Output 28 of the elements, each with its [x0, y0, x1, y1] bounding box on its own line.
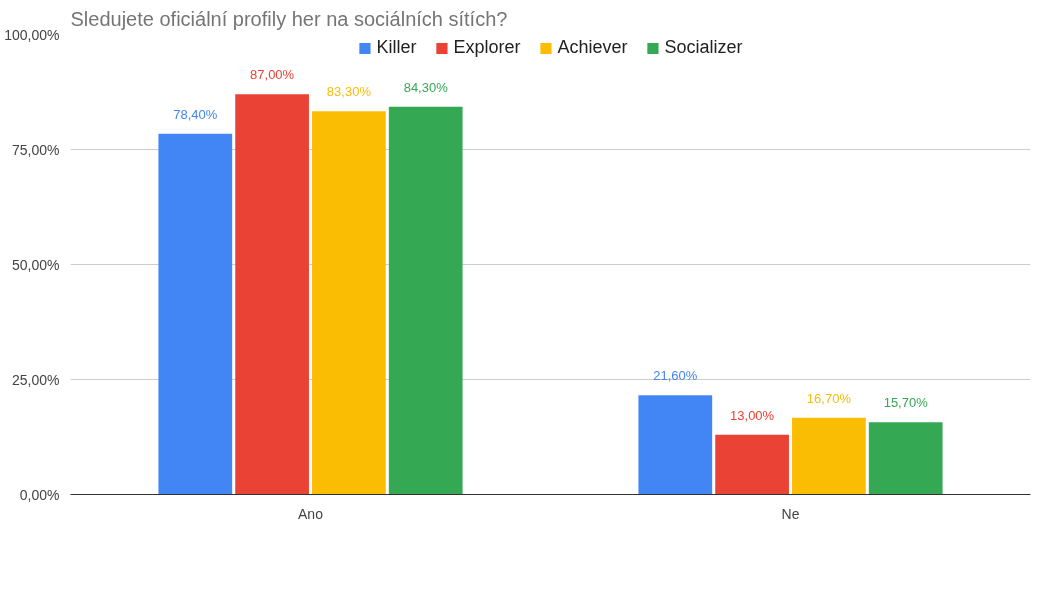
y-tick-label: 0,00%	[19, 486, 60, 503]
data-label: 21,60%	[653, 368, 698, 384]
chart-title: Sledujete oficiální profily her na sociálních sítích?	[70, 7, 508, 30]
y-tick-label: 100,00%	[4, 26, 60, 43]
bar	[715, 434, 789, 495]
y-tick-label: 75,00%	[12, 141, 60, 158]
legend-label: Killer	[376, 37, 417, 58]
bar	[868, 422, 943, 495]
legend-label: Achiever	[557, 37, 628, 58]
bar	[235, 94, 309, 495]
data-label: 13,00%	[730, 407, 775, 423]
x-tick-label: Ano	[298, 505, 324, 522]
data-label: 87,00%	[250, 67, 295, 83]
y-tick-label: 50,00%	[12, 256, 60, 273]
data-label: 83,30%	[326, 84, 372, 100]
bar	[638, 395, 713, 495]
data-label: 78,40%	[173, 106, 218, 122]
bar	[158, 133, 233, 495]
data-label: 84,30%	[403, 79, 449, 95]
data-label: 15,70%	[883, 395, 929, 411]
bar	[388, 106, 463, 495]
data-label: 16,70%	[806, 390, 852, 406]
bar	[792, 417, 866, 495]
x-tick-label: Ne	[781, 505, 800, 522]
legend-label: Explorer	[453, 37, 521, 58]
y-tick-label: 25,00%	[12, 371, 60, 388]
bar	[312, 111, 386, 495]
legend-label: Socializer	[664, 37, 743, 58]
